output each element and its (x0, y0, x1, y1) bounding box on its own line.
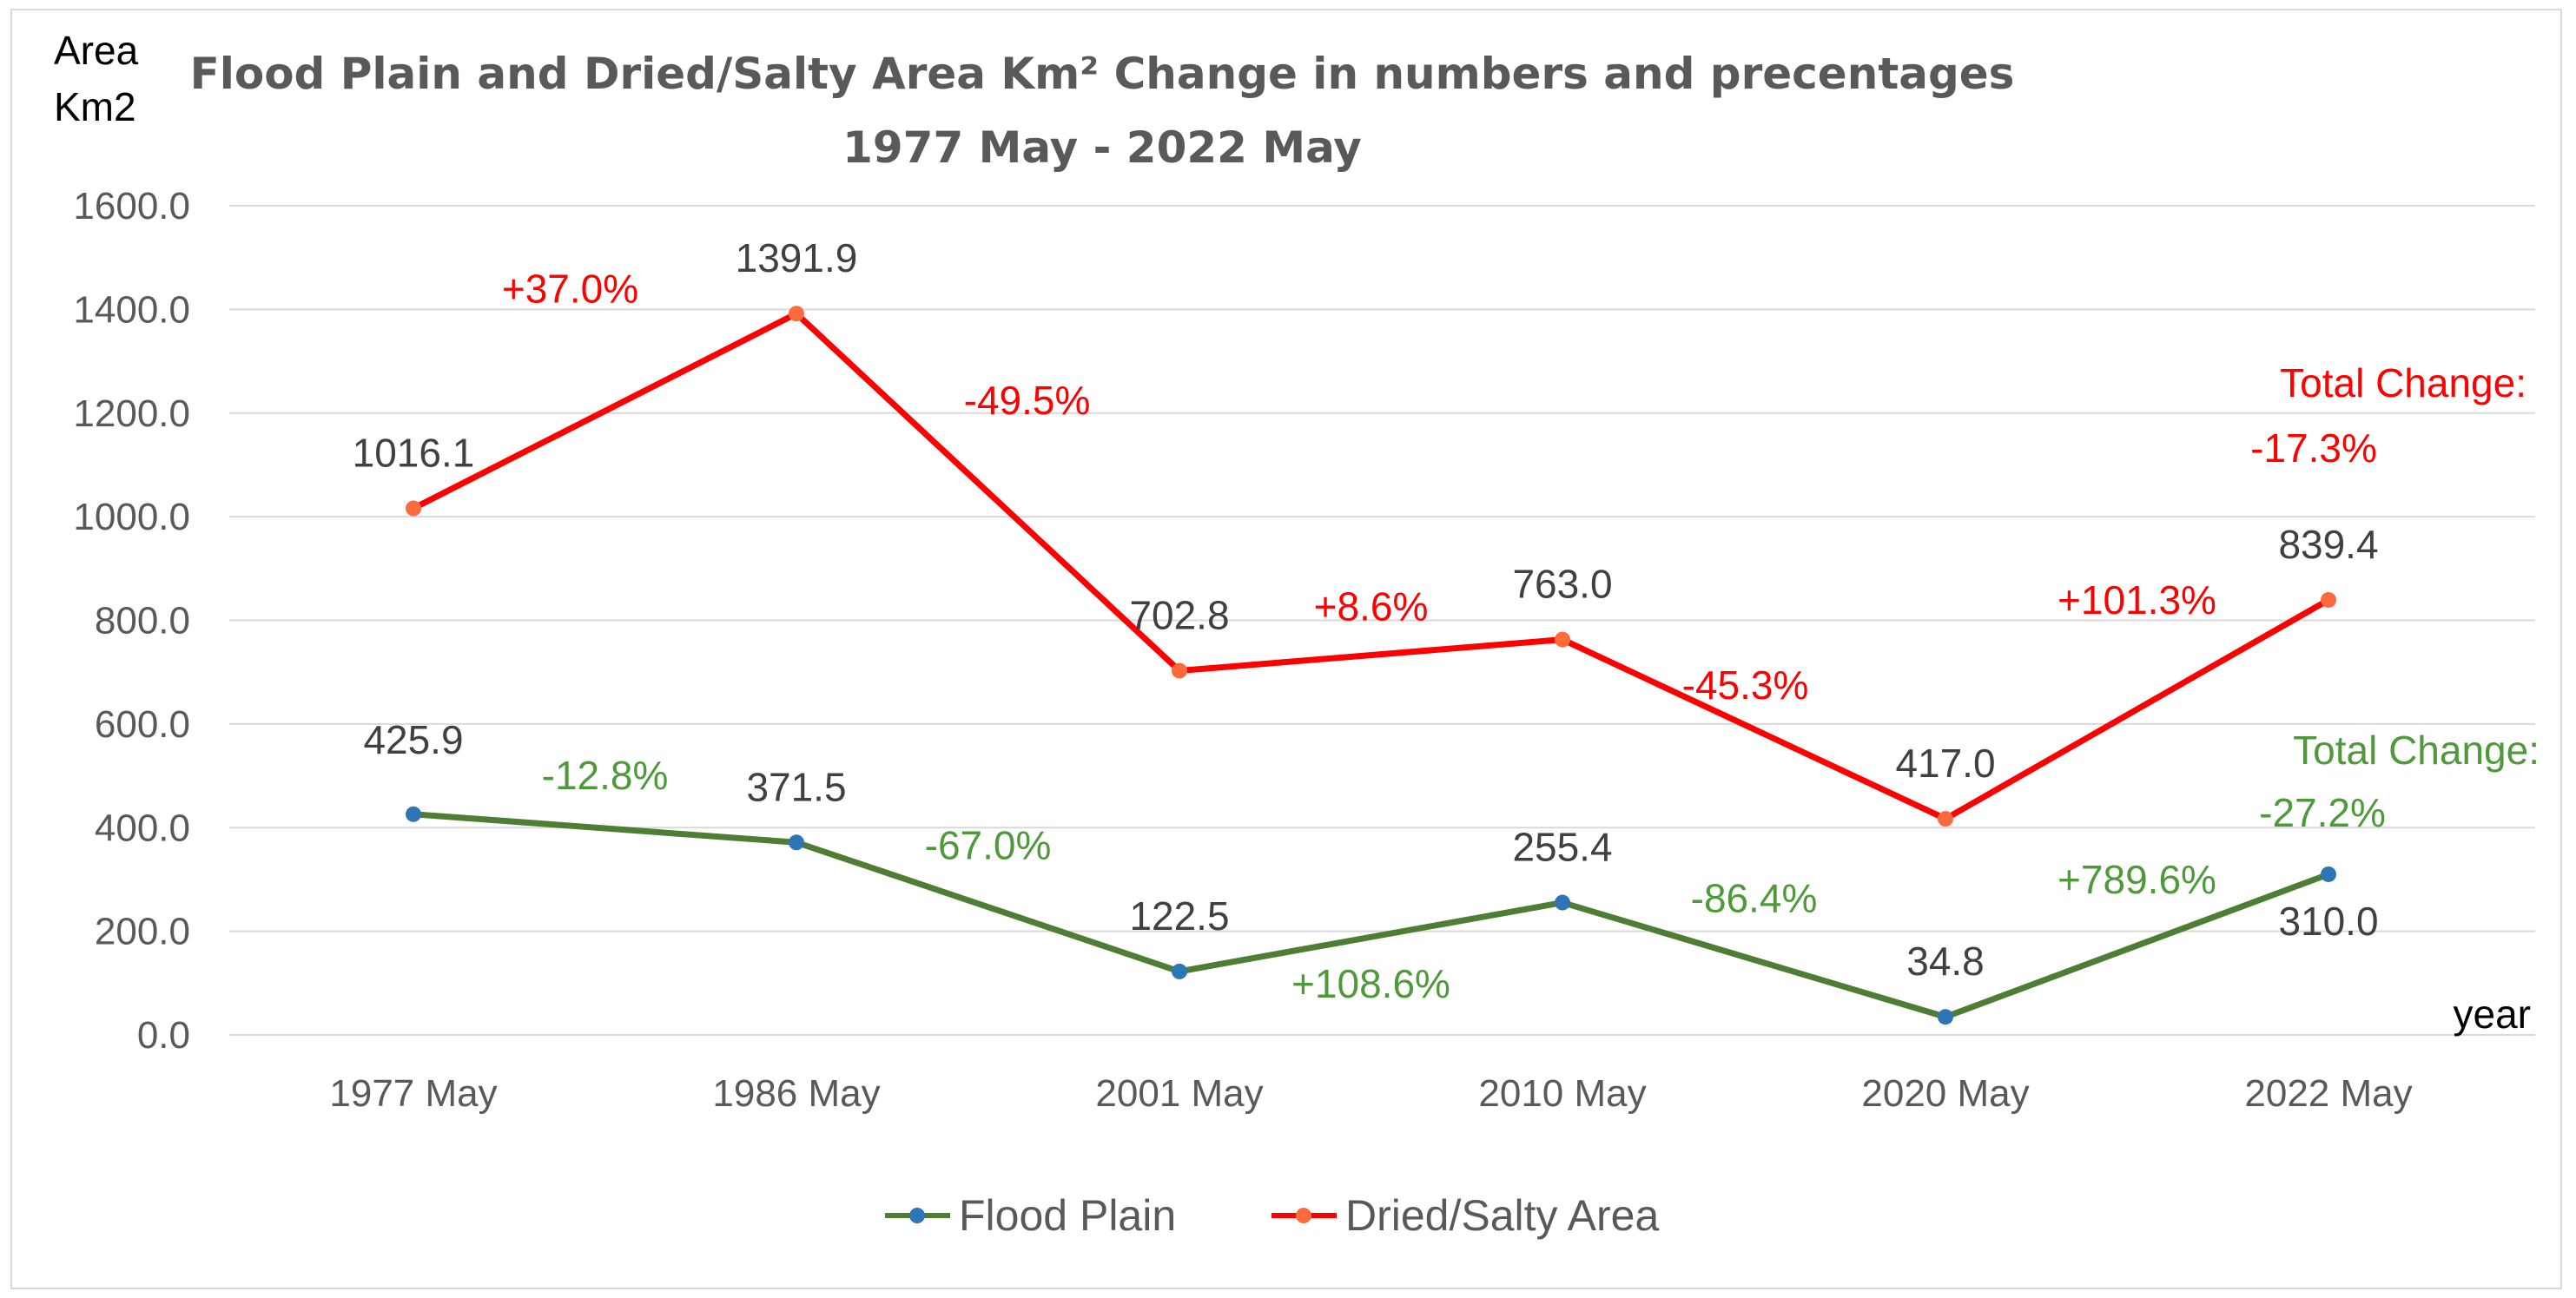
pct-change-dried-salty-3: -45.3% (1682, 662, 1809, 708)
data-label-flood-plain-1: 371.5 (746, 764, 846, 809)
chart-subtitle: 1977 May - 2022 May (842, 122, 1362, 173)
data-label-dried-salty-0: 1016.1 (353, 431, 475, 476)
pct-change-flood-plain-1: -67.0% (925, 823, 1052, 868)
dried-total-change-label: Total Change: (2280, 360, 2526, 405)
x-tick-label-5: 2022 May (2244, 1072, 2412, 1115)
point-flood-plain-5 (2321, 866, 2336, 882)
legend-marker-flood-plain (909, 1208, 925, 1223)
x-tick-label-4: 2020 May (1861, 1072, 2029, 1115)
y-tick-label-7: 1400.0 (73, 288, 190, 331)
y-tick-label-5: 1000.0 (73, 496, 190, 538)
flood-total-change-value: -27.2% (2259, 790, 2386, 835)
legend-marker-dried-salty (1296, 1208, 1311, 1223)
x-axis-label: year (2454, 992, 2531, 1037)
chart-frame: Flood Plain and Dried/Salty Area Km² Cha… (10, 9, 2562, 1289)
data-label-dried-salty-5: 839.4 (2278, 522, 2378, 567)
pct-change-dried-salty-1: -49.5% (964, 378, 1091, 423)
point-flood-plain-4 (1938, 1009, 1953, 1025)
data-label-flood-plain-4: 34.8 (1906, 939, 1985, 984)
pct-change-flood-plain-3: -86.4% (1691, 875, 1818, 920)
pct-change-dried-salty-2: +8.6% (1314, 584, 1429, 629)
pct-change-dried-salty-0: +37.0% (502, 266, 638, 311)
x-tick-label-1: 1986 May (712, 1072, 880, 1115)
pct-change-flood-plain-0: -12.8% (542, 753, 669, 798)
data-label-flood-plain-2: 122.5 (1129, 893, 1229, 939)
series-markers (406, 306, 2336, 1025)
y-axis-label-line2: Km2 (54, 84, 136, 129)
point-flood-plain-1 (789, 834, 804, 851)
chart-title: Flood Plain and Dried/Salty Area Km² Cha… (190, 49, 2015, 99)
x-tick-label-0: 1977 May (329, 1072, 497, 1115)
chart-canvas: Flood Plain and Dried/Salty Area Km² Cha… (54, 28, 2540, 1240)
y-axis-label-line1: Area (54, 28, 139, 73)
point-dried-salty-0 (406, 500, 421, 517)
percent-change-labels: -12.8% -67.0% +108.6% -86.4% +789.6% +37.0% -4… (502, 266, 2216, 1006)
flood-total-change-label: Total Change: (2293, 728, 2540, 773)
dried-total-change-value: -17.3% (2250, 425, 2377, 471)
data-labels: 425.9 371.5 122.5 255.4 34.8 310.0 1016.1 1391.… (353, 235, 2379, 984)
x-tick-labels: 1977 May 1986 May 2001 May 2010 May 2020 May… (329, 1072, 2412, 1115)
pct-change-flood-plain-2: +108.6% (1291, 961, 1450, 1006)
pct-change-dried-salty-4: +101.3% (2057, 577, 2216, 623)
x-tick-label-2: 2001 May (1095, 1072, 1263, 1115)
y-tick-label-2: 400.0 (95, 807, 190, 849)
data-label-flood-plain-3: 255.4 (1512, 825, 1612, 870)
data-label-dried-salty-3: 763.0 (1512, 562, 1612, 607)
y-tick-label-3: 600.0 (95, 703, 190, 746)
data-label-flood-plain-5: 310.0 (2278, 899, 2378, 944)
point-flood-plain-0 (406, 806, 421, 822)
data-label-dried-salty-2: 702.8 (1129, 593, 1229, 638)
series-line-flood-plain (413, 811, 2330, 1020)
point-dried-salty-1 (789, 306, 804, 322)
point-dried-salty-2 (1172, 662, 1187, 679)
series-lines (412, 310, 2330, 1020)
point-flood-plain-3 (1555, 894, 1570, 911)
series-line-dried-salty (412, 310, 2330, 822)
legend-label-flood-plain: Flood Plain (959, 1191, 1176, 1240)
legend-label-dried-salty: Dried/Salty Area (1345, 1191, 1659, 1240)
data-label-dried-salty-1: 1391.9 (736, 235, 858, 280)
point-dried-salty-5 (2321, 591, 2336, 608)
y-tick-label-1: 200.0 (95, 911, 190, 953)
point-dried-salty-4 (1938, 811, 1953, 827)
x-tick-label-3: 2010 May (1478, 1072, 1646, 1115)
data-label-dried-salty-4: 417.0 (1895, 741, 1995, 786)
data-label-flood-plain-0: 425.9 (363, 717, 463, 762)
y-tick-label-8: 1600.0 (73, 185, 190, 227)
y-tick-label-0: 0.0 (137, 1014, 190, 1057)
y-tick-labels: 0.0 200.0 400.0 600.0 800.0 1000.0 1200.0 1400.… (73, 185, 190, 1057)
y-tick-label-4: 800.0 (95, 600, 190, 642)
point-flood-plain-2 (1172, 963, 1187, 979)
y-tick-label-6: 1200.0 (73, 392, 190, 435)
point-dried-salty-3 (1555, 631, 1570, 648)
legend: Flood Plain Dried/Salty Area (885, 1191, 1659, 1240)
pct-change-flood-plain-4: +789.6% (2057, 857, 2216, 902)
